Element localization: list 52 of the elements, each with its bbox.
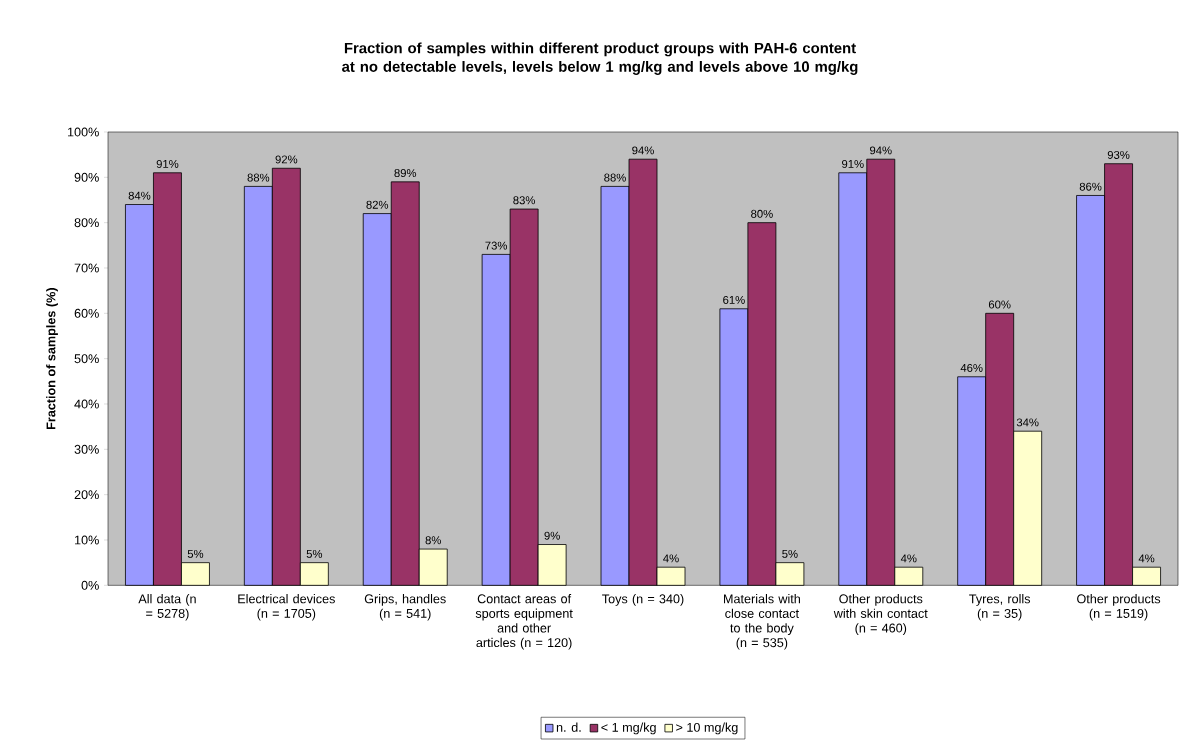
x-tick-label: Materials with close contact to the body (n = 535) <box>724 594 800 650</box>
legend-label: < 1 mg/kg <box>601 722 656 735</box>
y-tick-label: 20% <box>74 490 99 500</box>
data-label: 91% <box>156 159 179 168</box>
data-label: 4% <box>663 554 679 563</box>
x-tick-label: All data (n = 5278) <box>138 594 196 621</box>
y-tick-label: 40% <box>74 399 99 409</box>
data-label: 34% <box>1016 418 1039 427</box>
data-label: 89% <box>394 169 417 178</box>
y-tick-label: 0% <box>81 580 99 590</box>
data-label: 91% <box>842 159 864 168</box>
data-label: 88% <box>604 173 626 182</box>
data-label: 84% <box>128 191 151 200</box>
y-tick-label: 50% <box>74 354 99 364</box>
x-tick-label: Toys (n = 340) <box>602 594 684 606</box>
y-tick-label: 80% <box>74 218 99 228</box>
x-tick-label: Grips, handles (n = 541) <box>364 594 446 621</box>
data-label: 94% <box>632 146 654 155</box>
y-tick-label: 70% <box>74 263 99 273</box>
legend-label: n. d. <box>556 722 581 732</box>
data-label: 5% <box>306 549 323 558</box>
data-label: 80% <box>751 209 773 218</box>
data-label: 8% <box>425 536 441 545</box>
x-tick-label: Tyres, rolls (n = 35) <box>969 594 1031 621</box>
data-label: 94% <box>870 146 892 155</box>
data-label: 46% <box>960 363 983 372</box>
data-label: 5% <box>782 549 798 558</box>
legend-label: > 10 mg/kg <box>676 722 738 735</box>
x-tick-label: Other products with skin contact (n = 460) <box>833 594 928 635</box>
data-label: 5% <box>187 549 204 558</box>
data-label: 4% <box>900 554 917 563</box>
y-tick-label: 90% <box>74 172 99 182</box>
data-label: 82% <box>366 200 389 209</box>
y-tick-label: 60% <box>74 308 99 318</box>
y-tick-label: 10% <box>75 535 99 545</box>
data-label: 73% <box>485 241 508 250</box>
data-label: 83% <box>513 196 536 205</box>
data-label: 60% <box>988 300 1011 309</box>
data-label: 61% <box>723 295 745 304</box>
chart-title: Fraction of samples within different product groups with PAH-6 content at no detectable levels, levels below 1 mg/kg and levels above 10 mg/kg <box>342 42 858 75</box>
data-label: 9% <box>544 531 560 540</box>
x-tick-label: Contact areas of sports equipment and other articles (n = 120) <box>475 594 573 650</box>
data-label: 4% <box>1138 554 1155 563</box>
y-tick-label: 30% <box>74 444 99 454</box>
data-label: 86% <box>1079 182 1102 191</box>
data-label: 92% <box>275 155 298 164</box>
data-label: 93% <box>1107 150 1130 159</box>
data-label: 88% <box>247 173 270 182</box>
x-tick-label: Electrical devices (n = 1705) <box>238 594 335 621</box>
y-axis-title: Fraction of samples (%) <box>46 288 58 429</box>
y-tick-label: 100% <box>67 127 99 137</box>
x-tick-label: Other products (n = 1519) <box>1077 594 1161 621</box>
